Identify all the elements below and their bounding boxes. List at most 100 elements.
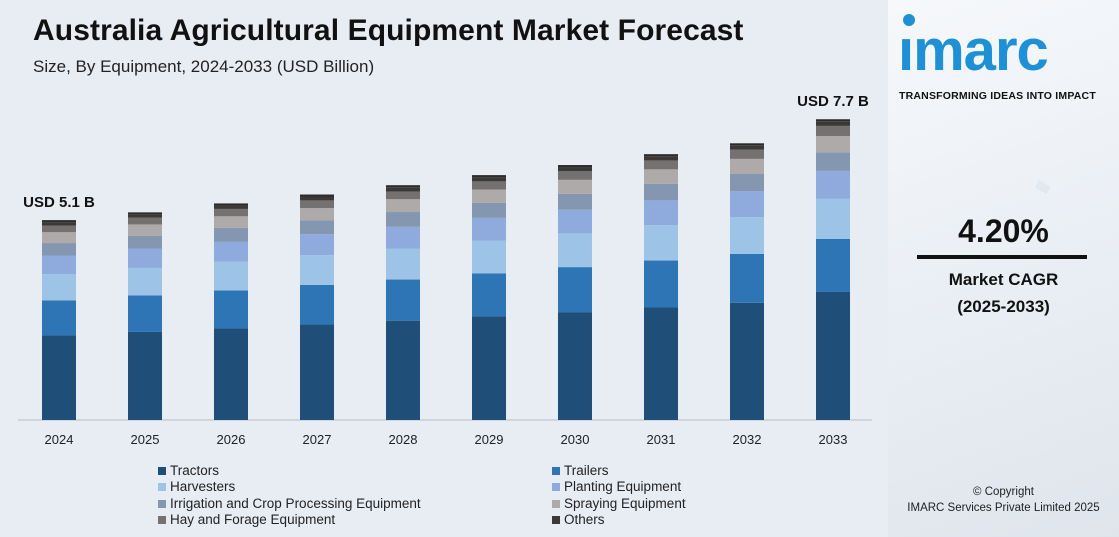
- bar-top-2029: [472, 175, 506, 178]
- bar-segment-2030-irrigation-and-crop-processing-equipment: [558, 193, 592, 210]
- bar-segment-2024-spraying-equipment: [42, 232, 76, 244]
- legend-item-spraying-equipment: Spraying Equipment: [552, 496, 686, 512]
- legend-label: Trailers: [564, 463, 609, 478]
- legend-item-irrigation-and-crop-processing-equipment: Irrigation and Crop Processing Equipment: [158, 496, 421, 512]
- x-tick-label-2027: 2027: [303, 432, 332, 447]
- legend-label: Hay and Forage Equipment: [170, 511, 336, 527]
- legend-swatch: [552, 483, 560, 492]
- bar-segment-2029-planting-equipment: [472, 217, 506, 241]
- legend-label: Planting Equipment: [564, 479, 682, 495]
- legend-swatch: [158, 467, 166, 475]
- logo-dot: [903, 14, 915, 26]
- chart-subtitle: Size, By Equipment, 2024-2033 (USD Billi…: [33, 57, 375, 76]
- total-label-2033: USD 7.7 B: [797, 93, 869, 110]
- bar-segment-2027-others: [300, 196, 334, 201]
- bar-segment-2032-planting-equipment: [730, 191, 764, 218]
- bar-segment-2030-hay-and-forage-equipment: [558, 171, 592, 180]
- bar-segment-2033-planting-equipment: [816, 170, 850, 199]
- legend-item-trailers: Trailers: [552, 463, 609, 479]
- bar-segment-2024-planting-equipment: [42, 255, 76, 275]
- bar-segment-2031-planting-equipment: [644, 200, 678, 226]
- bar-segment-2031-hay-and-forage-equipment: [644, 160, 678, 170]
- company-name: IMARC Services Private Limited 2025: [907, 502, 1100, 514]
- x-tick-label-2030: 2030: [561, 432, 590, 447]
- bar-segment-2033-hay-and-forage-equipment: [816, 125, 850, 136]
- bar-segment-2031-others: [644, 156, 678, 161]
- bar-segment-2032-spraying-equipment: [730, 158, 764, 175]
- bar-segment-2029-harvesters: [472, 240, 506, 274]
- bar-segment-2031-tractors: [644, 307, 678, 420]
- x-tick-label-2032: 2032: [733, 432, 762, 447]
- x-tick-label-2031: 2031: [647, 432, 676, 447]
- total-label-2024: USD 5.1 B: [23, 194, 95, 211]
- legend-item-harvesters: Harvesters: [158, 479, 235, 495]
- bar-segment-2033-harvesters: [816, 198, 850, 239]
- legend-item-others: Others: [552, 512, 605, 528]
- legend-swatch: [158, 499, 166, 508]
- logo-tagline: TRANSFORMING IDEAS INTO IMPACT: [899, 90, 1096, 102]
- bar-segment-2025-irrigation-and-crop-processing-equipment: [128, 235, 162, 249]
- legend-item-hay-and-forage-equipment: Hay and Forage Equipment: [158, 512, 335, 528]
- bar-segment-2027-harvesters: [300, 255, 334, 285]
- bar-segment-2028-others: [386, 187, 420, 192]
- x-tick-label-2033: 2033: [819, 432, 848, 447]
- bar-segment-2026-irrigation-and-crop-processing-equipment: [214, 227, 248, 242]
- cagr-period: (2025-2033): [957, 297, 1050, 316]
- legend-label: Spraying Equipment: [564, 495, 686, 511]
- bar-segment-2031-spraying-equipment: [644, 169, 678, 184]
- bar-segment-2030-harvesters: [558, 233, 592, 268]
- bar-segment-2031-irrigation-and-crop-processing-equipment: [644, 183, 678, 201]
- bar-segment-2027-irrigation-and-crop-processing-equipment: [300, 220, 334, 235]
- bar-segment-2026-planting-equipment: [214, 241, 248, 262]
- cagr-value: 4.20%: [958, 213, 1049, 249]
- x-tick-label-2024: 2024: [45, 432, 74, 447]
- bar-segment-2028-spraying-equipment: [386, 199, 420, 213]
- bar-segment-2028-tractors: [386, 320, 420, 420]
- bar-segment-2030-spraying-equipment: [558, 179, 592, 194]
- bar-segment-2031-trailers: [644, 260, 678, 308]
- bar-segment-2025-hay-and-forage-equipment: [128, 217, 162, 225]
- imarc-logo: ımarc: [898, 18, 1049, 83]
- bar-segment-2025-harvesters: [128, 267, 162, 296]
- bar-segment-2033-irrigation-and-crop-processing-equipment: [816, 152, 850, 171]
- chart-panel: Australia Agricultural Equipment Market …: [0, 0, 888, 537]
- bar-segment-2027-hay-and-forage-equipment: [300, 200, 334, 209]
- bar-segment-2029-spraying-equipment: [472, 189, 506, 203]
- legend-swatch: [552, 499, 560, 508]
- bar-top-2024: [42, 220, 76, 223]
- bar-segment-2025-trailers: [128, 295, 162, 332]
- bar-segment-2032-tractors: [730, 302, 764, 420]
- bar-segment-2033-tractors: [816, 291, 850, 420]
- legend-label: Others: [564, 511, 605, 527]
- x-tick-label-2029: 2029: [475, 432, 504, 447]
- bar-segment-2027-spraying-equipment: [300, 208, 334, 221]
- bar-segment-2030-trailers: [558, 267, 592, 313]
- bar-segment-2030-others: [558, 167, 592, 172]
- bar-top-2031: [644, 154, 678, 157]
- bar-segment-2029-others: [472, 177, 506, 182]
- plot-area: 2024 USD 5.1 B 2025 2026 2027 2028 2029 2030 203…: [18, 93, 872, 447]
- legend-swatch: [552, 467, 560, 475]
- bar-segment-2032-irrigation-and-crop-processing-equipment: [730, 174, 764, 192]
- bar-segment-2025-tractors: [128, 331, 162, 420]
- bar-segment-2030-tractors: [558, 312, 592, 420]
- bar-segment-2025-others: [128, 214, 162, 218]
- bar-segment-2027-trailers: [300, 284, 334, 325]
- bar-segment-2033-spraying-equipment: [816, 135, 850, 153]
- cagr-divider: [917, 255, 1087, 259]
- bar-segment-2026-spraying-equipment: [214, 216, 248, 228]
- bar-segment-2028-harvesters: [386, 248, 420, 280]
- background-decoration: ▒: [1034, 179, 1051, 195]
- bar-segment-2028-hay-and-forage-equipment: [386, 191, 420, 200]
- bar-segment-2025-planting-equipment: [128, 248, 162, 268]
- bar-segment-2024-harvesters: [42, 274, 76, 301]
- bar-segment-2028-trailers: [386, 279, 420, 321]
- chart-title: Australia Agricultural Equipment Market …: [33, 14, 744, 47]
- bar-top-2025: [128, 212, 162, 215]
- bar-segment-2024-irrigation-and-crop-processing-equipment: [42, 243, 76, 256]
- bar-segment-2026-harvesters: [214, 261, 248, 291]
- x-tick-label-2025: 2025: [131, 432, 160, 447]
- cagr-label: Market CAGR: [948, 270, 1059, 289]
- bar-segment-2025-spraying-equipment: [128, 224, 162, 236]
- bar-segment-2024-others: [42, 222, 76, 226]
